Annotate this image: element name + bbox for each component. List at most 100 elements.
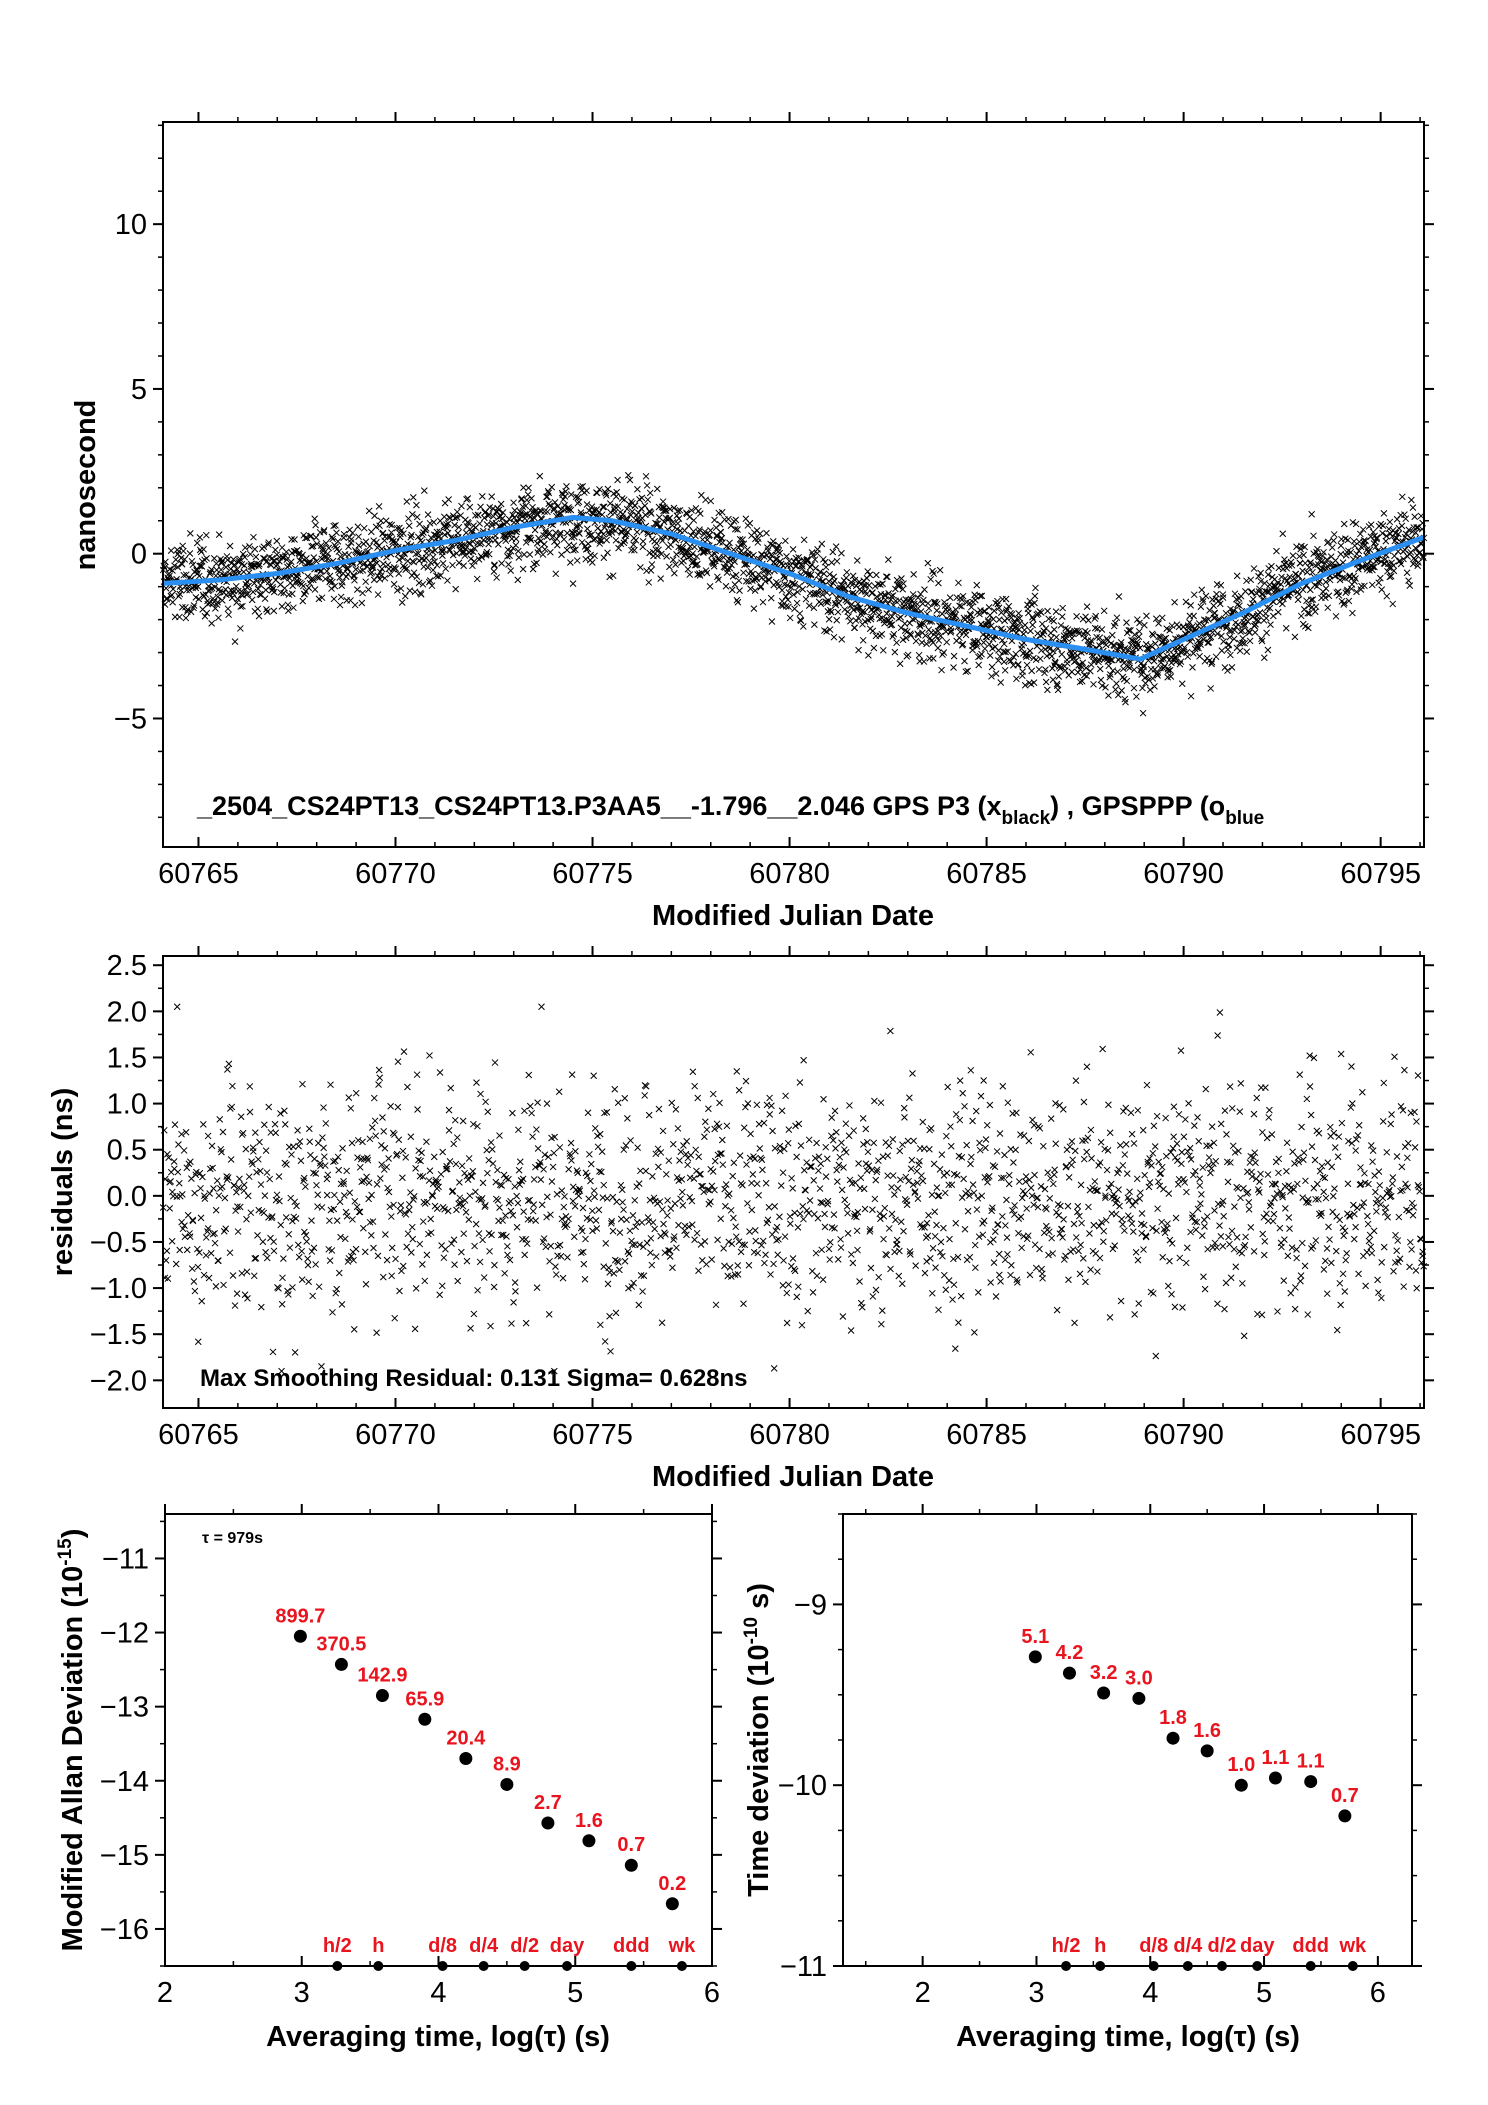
phase-point xyxy=(416,520,423,528)
phase-point xyxy=(604,549,611,557)
residual-point xyxy=(398,1267,405,1275)
residual-point xyxy=(1174,1157,1181,1164)
residual-point xyxy=(174,1168,182,1176)
residual-point xyxy=(257,1303,265,1311)
residual-point xyxy=(418,1261,426,1268)
residual-point xyxy=(966,1253,974,1261)
residual-point xyxy=(817,1160,825,1168)
phase-point xyxy=(484,535,491,543)
residual-point xyxy=(199,1173,206,1181)
phase-point xyxy=(329,578,336,586)
residual-point xyxy=(676,1157,683,1164)
residual-point xyxy=(774,1251,782,1259)
x-tick-label: 60765 xyxy=(158,1419,239,1451)
residual-point xyxy=(543,1100,551,1107)
phase-point xyxy=(512,541,520,549)
phase-point xyxy=(419,531,426,538)
residual-point xyxy=(1027,1048,1035,1056)
residual-point xyxy=(368,1191,375,1199)
residual-point xyxy=(487,1322,494,1330)
phase-point xyxy=(955,579,962,587)
phase-point xyxy=(425,578,433,586)
phase-point xyxy=(422,525,430,532)
phase-point xyxy=(190,604,197,612)
residual-point xyxy=(581,1275,589,1283)
residual-point xyxy=(793,1153,801,1161)
phase-point xyxy=(260,554,267,562)
x-tick-label: 60790 xyxy=(1143,858,1224,890)
phase-point xyxy=(384,561,392,569)
phase-point xyxy=(426,519,434,527)
residual-point xyxy=(494,1196,502,1204)
phase-point xyxy=(644,496,652,504)
phase-point xyxy=(750,551,757,559)
phase-point xyxy=(294,573,301,580)
phase-point xyxy=(471,545,478,552)
residual-point xyxy=(1274,1308,1281,1315)
phase-point xyxy=(1228,664,1236,671)
residual-point xyxy=(805,1209,813,1217)
phase-point xyxy=(1328,544,1336,551)
phase-point xyxy=(865,652,872,659)
residual-point xyxy=(1076,1270,1084,1278)
phase-point xyxy=(261,595,269,602)
residual-point xyxy=(323,1175,331,1183)
residual-point xyxy=(752,1237,760,1245)
phase-point xyxy=(500,520,508,528)
phase-point xyxy=(830,633,838,641)
residual-point xyxy=(1065,1276,1072,1284)
residual-point xyxy=(755,1120,763,1128)
phase-point xyxy=(1308,510,1316,518)
residual-point xyxy=(1032,1264,1040,1272)
residual-point xyxy=(533,1284,541,1291)
x-tick-label: 60785 xyxy=(946,858,1027,890)
phase-point xyxy=(462,529,470,537)
residual-point xyxy=(243,1268,251,1276)
residual-point xyxy=(958,1194,966,1201)
residual-point xyxy=(476,1258,484,1266)
residual-point xyxy=(938,1151,946,1158)
residual-point xyxy=(366,1135,374,1143)
phase-point xyxy=(943,638,951,646)
phase-point xyxy=(684,565,692,573)
residual-point xyxy=(898,1280,906,1288)
residual-point xyxy=(912,1262,920,1269)
x-tick-label: 60775 xyxy=(552,858,633,890)
phase-point xyxy=(330,595,338,603)
residual-point xyxy=(659,1127,667,1135)
phase-point xyxy=(1053,633,1060,641)
residual-point xyxy=(1393,1247,1401,1255)
phase-point xyxy=(397,527,405,534)
residual-point xyxy=(362,1280,370,1288)
phase-point xyxy=(1398,522,1406,530)
phase-point xyxy=(442,565,450,573)
residual-point xyxy=(519,1175,527,1183)
residual-point xyxy=(637,1167,644,1175)
residual-point xyxy=(624,1115,631,1122)
residual-point xyxy=(1322,1194,1330,1202)
phase-point xyxy=(176,613,183,621)
residual-point xyxy=(1364,1220,1372,1228)
residual-point xyxy=(1406,1263,1413,1271)
residual-point xyxy=(407,1249,415,1256)
residual-point xyxy=(828,1114,836,1121)
residual-point xyxy=(991,1228,999,1235)
residual-point xyxy=(998,1213,1006,1220)
phase-point xyxy=(1335,592,1343,599)
phase-point xyxy=(438,546,445,554)
residual-point xyxy=(813,1272,821,1280)
residual-point xyxy=(826,1256,834,1263)
residual-point xyxy=(649,1219,657,1226)
phase-point xyxy=(1146,686,1154,694)
residual-point xyxy=(925,1211,932,1219)
residual-point xyxy=(699,1182,707,1190)
residual-point xyxy=(494,1166,501,1174)
residual-point xyxy=(409,1235,417,1243)
residual-point xyxy=(647,1234,655,1242)
residual-point xyxy=(1276,1224,1284,1232)
phase-point xyxy=(1198,586,1206,594)
residual-point xyxy=(771,1203,779,1210)
phase-point xyxy=(378,565,386,573)
phase-point xyxy=(1379,529,1386,537)
residual-point xyxy=(728,1240,736,1248)
